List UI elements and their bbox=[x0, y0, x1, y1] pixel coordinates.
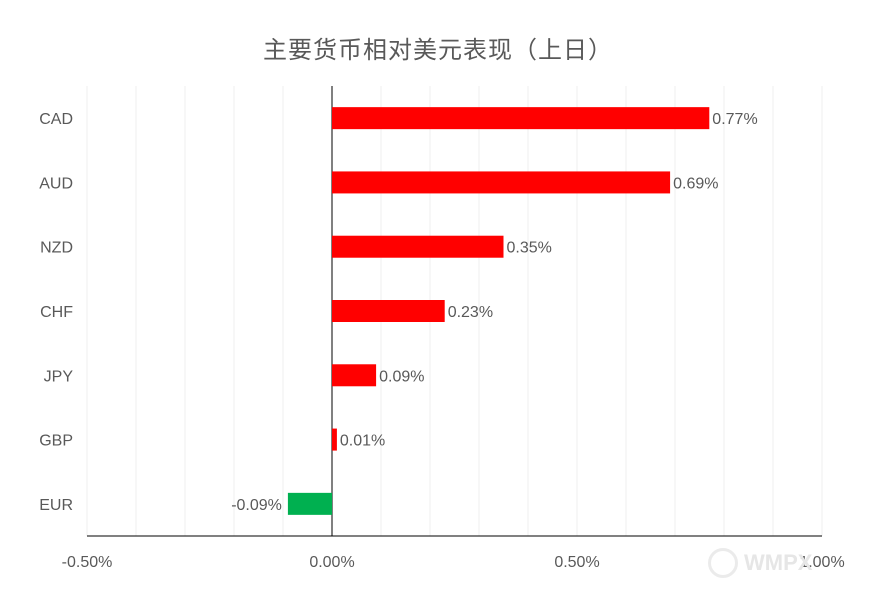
data-label: 0.77% bbox=[712, 111, 757, 128]
category-label: AUD bbox=[39, 175, 73, 192]
data-label: 0.01% bbox=[340, 433, 385, 450]
bar-eur bbox=[287, 492, 332, 515]
category-label: GBP bbox=[39, 433, 73, 450]
bar-aud bbox=[332, 171, 671, 194]
data-label: 0.23% bbox=[448, 304, 493, 321]
x-tick-label: 1.00% bbox=[799, 554, 844, 571]
bar-gbp bbox=[332, 428, 337, 451]
bar-chf bbox=[332, 300, 445, 322]
data-label: 0.35% bbox=[507, 240, 552, 257]
data-label: 0.09% bbox=[379, 368, 424, 385]
watermark: WMPX bbox=[708, 548, 812, 578]
bar-cad bbox=[332, 107, 710, 130]
watermark-text: WMPX bbox=[744, 550, 813, 575]
data-label: 0.69% bbox=[673, 175, 718, 192]
x-tick-label: 0.50% bbox=[554, 554, 599, 571]
category-label: CHF bbox=[40, 304, 73, 321]
x-tick-label: 0.00% bbox=[309, 554, 354, 571]
bar-nzd bbox=[332, 235, 504, 258]
chart-title: 主要货币相对美元表现（上日） bbox=[263, 36, 613, 64]
bar-jpy bbox=[332, 364, 377, 387]
data-label: -0.09% bbox=[231, 497, 282, 514]
category-label: NZD bbox=[40, 240, 73, 257]
watermark-logo-icon bbox=[708, 548, 738, 578]
category-label: EUR bbox=[39, 497, 73, 514]
category-label: CAD bbox=[39, 111, 73, 128]
x-tick-label: -0.50% bbox=[62, 554, 113, 571]
category-label: JPY bbox=[44, 368, 74, 385]
